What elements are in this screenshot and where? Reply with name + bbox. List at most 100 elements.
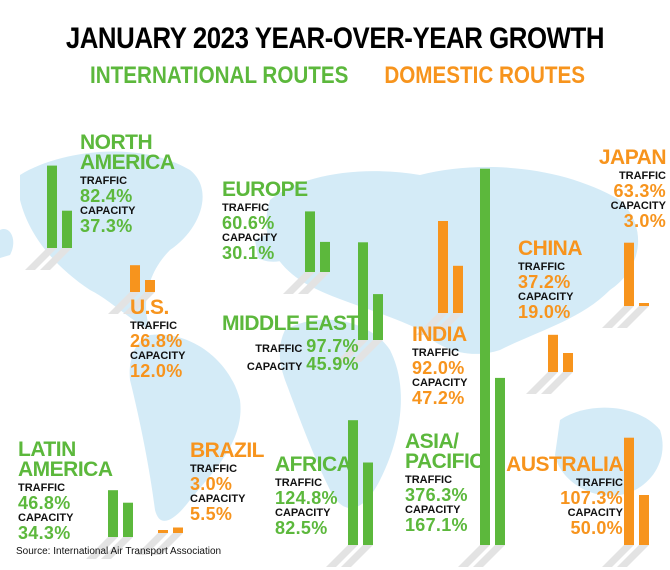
- bar-layer: [25, 165, 649, 567]
- region-label: BRAZIL TRAFFIC 3.0% CAPACITY 5.5%: [190, 440, 265, 524]
- region-label: INDIA TRAFFIC 92.0% CAPACITY 47.2%: [412, 324, 468, 408]
- bar-shadow: [40, 248, 72, 270]
- value-label: 3.0%: [190, 473, 233, 494]
- bar-shadow: [151, 533, 183, 555]
- bar-shadow: [458, 545, 490, 567]
- bar-shadow: [136, 533, 168, 555]
- bar-shadow: [431, 313, 463, 335]
- bar: [480, 168, 490, 545]
- bar: [624, 437, 634, 545]
- value-label: 37.3%: [80, 215, 133, 236]
- region-name: AFRICA: [275, 453, 352, 476]
- bar: [563, 353, 573, 372]
- region-label: MIDDLE EAST TRAFFIC 97.7% CAPACITY 45.9%: [222, 313, 359, 373]
- chart-title-text: JANUARY 2023 YEAR-OVER-YEAR GROWTH: [65, 22, 605, 55]
- region-name: EUROPE: [222, 178, 308, 201]
- value-label: 82.4%: [80, 185, 133, 206]
- value-label: 50.0%: [570, 517, 623, 538]
- region-label: ASIA/ PACIFIC TRAFFIC 376.3% CAPACITY 167.1%: [405, 431, 484, 535]
- measure-label: CAPACITY: [610, 199, 666, 212]
- value-label: 124.8%: [275, 487, 338, 508]
- legend-entry: INTERNATIONAL ROUTES: [89, 62, 349, 89]
- bar: [47, 165, 57, 248]
- region-label: AFRICA TRAFFIC 124.8% CAPACITY 82.5%: [275, 453, 352, 538]
- bar: [438, 221, 448, 313]
- bar-shadow: [617, 545, 649, 567]
- region-label: AUSTRALIA TRAFFIC 107.3% CAPACITY 50.0%: [506, 453, 623, 538]
- value-label: 37.2%: [518, 271, 571, 292]
- measure-label: CAPACITY: [412, 376, 468, 389]
- measure-label: CAPACITY: [80, 204, 136, 217]
- value-label: 30.1%: [222, 242, 275, 263]
- value-label: 19.0%: [518, 301, 571, 322]
- chart-title: JANUARY 2023 YEAR-OVER-YEAR GROWTH: [0, 22, 670, 56]
- bar-shadow: [101, 537, 133, 559]
- measure-label: TRAFFIC: [405, 473, 453, 486]
- bar: [305, 211, 315, 272]
- measure-label: TRAFFIC: [618, 169, 666, 182]
- bar-shadow: [602, 306, 634, 328]
- region-label: U.S. TRAFFIC 26.8% CAPACITY 12.0%: [130, 296, 185, 380]
- bar: [348, 420, 358, 545]
- bar-shadow: [602, 545, 634, 567]
- region-name: AUSTRALIA: [506, 453, 623, 476]
- value-label: 82.5%: [275, 517, 328, 538]
- measure-label: TRAFFIC: [190, 462, 238, 475]
- bar-shadow: [108, 292, 140, 314]
- measure-label: CAPACITY: [405, 503, 461, 516]
- bar-shadow: [341, 545, 373, 567]
- bar-shadow: [283, 272, 315, 294]
- bar: [495, 377, 505, 545]
- value-label: 47.2%: [412, 387, 465, 408]
- bar: [145, 280, 155, 292]
- value-label: 5.5%: [190, 503, 233, 524]
- region-label: EUROPE TRAFFIC 60.6% CAPACITY 30.1%: [222, 178, 308, 263]
- region-name: NORTH AMERICA: [80, 131, 175, 174]
- measure-label: TRAFFIC: [18, 481, 66, 494]
- region-label: CHINA TRAFFIC 37.2% CAPACITY 19.0%: [518, 238, 583, 322]
- region-name: JAPAN: [598, 146, 667, 169]
- measure-label: CAPACITY: [190, 492, 246, 505]
- world-map: [0, 151, 663, 521]
- value-label: 63.3%: [613, 180, 666, 201]
- region-label: JAPAN TRAFFIC 63.3% CAPACITY 3.0%: [598, 146, 667, 231]
- value-label: 3.0%: [623, 210, 666, 231]
- measure-label: CAPACITY: [518, 290, 574, 303]
- bar-shadow: [123, 292, 155, 314]
- measure-label: TRAFFIC: [518, 260, 566, 273]
- bar: [358, 242, 368, 340]
- measure-label: TRAFFIC: [130, 319, 178, 332]
- bar: [624, 242, 634, 306]
- bar-shadow: [617, 306, 649, 328]
- measure-label: TRAFFIC: [80, 174, 128, 187]
- bar: [123, 502, 133, 537]
- measure-label: CAPACITY: [18, 511, 74, 524]
- measure-label: TRAFFIC: [412, 346, 460, 359]
- region-label: NORTH AMERICA TRAFFIC 82.4% CAPACITY 37.3%: [80, 131, 175, 236]
- bar-shadow: [86, 537, 118, 559]
- measure-label: CAPACITY: [246, 360, 303, 373]
- value-label: 26.8%: [130, 330, 183, 351]
- legend: INTERNATIONAL ROUTES DOMESTIC ROUTES: [0, 62, 670, 90]
- value-label: 107.3%: [560, 487, 623, 508]
- measure-label: CAPACITY: [567, 506, 623, 519]
- value-label: 34.3%: [18, 522, 71, 543]
- bar-shadow: [326, 545, 358, 567]
- bar: [320, 241, 330, 272]
- region-name: U.S.: [130, 296, 169, 319]
- bar: [639, 303, 649, 306]
- value-label: 45.9%: [306, 353, 359, 374]
- measure-label: CAPACITY: [275, 506, 331, 519]
- value-label: 46.8%: [18, 492, 71, 513]
- bar: [173, 527, 183, 533]
- measure-row: CAPACITY 45.9%: [222, 355, 359, 373]
- bar-shadow: [25, 248, 57, 270]
- measure-label: TRAFFIC: [255, 342, 303, 355]
- measure-row: TRAFFIC 97.7%: [222, 337, 359, 355]
- bar-shadow: [351, 340, 383, 362]
- measure-label: TRAFFIC: [575, 476, 623, 489]
- bar-shadow: [416, 313, 448, 335]
- value-label: 167.1%: [405, 514, 468, 535]
- bar-shadow: [541, 372, 573, 394]
